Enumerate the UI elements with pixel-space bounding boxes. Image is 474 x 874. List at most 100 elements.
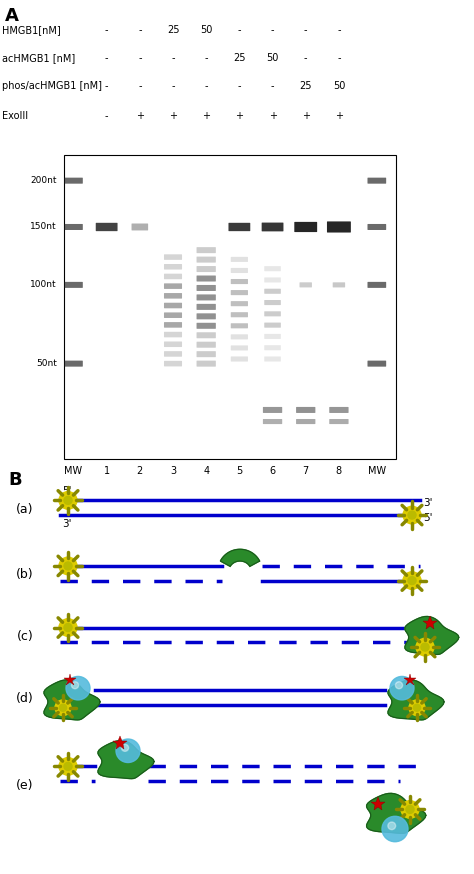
Text: -: - bbox=[138, 25, 142, 35]
Text: (a): (a) bbox=[16, 503, 34, 516]
Text: (b): (b) bbox=[16, 568, 34, 581]
Text: +: + bbox=[236, 111, 243, 121]
Text: 50: 50 bbox=[266, 53, 279, 63]
Circle shape bbox=[59, 758, 77, 775]
Text: MW: MW bbox=[64, 466, 82, 475]
FancyBboxPatch shape bbox=[64, 177, 83, 184]
FancyBboxPatch shape bbox=[264, 334, 281, 339]
Polygon shape bbox=[405, 616, 459, 655]
Text: -: - bbox=[171, 53, 175, 63]
Text: -: - bbox=[271, 80, 274, 91]
FancyBboxPatch shape bbox=[197, 323, 216, 329]
FancyBboxPatch shape bbox=[333, 282, 345, 288]
Text: -: - bbox=[105, 53, 109, 63]
FancyBboxPatch shape bbox=[231, 257, 248, 262]
Text: -: - bbox=[337, 53, 341, 63]
FancyBboxPatch shape bbox=[164, 323, 182, 328]
FancyBboxPatch shape bbox=[197, 314, 216, 319]
FancyBboxPatch shape bbox=[231, 357, 248, 362]
FancyBboxPatch shape bbox=[197, 257, 216, 262]
Circle shape bbox=[64, 623, 72, 632]
Text: 25: 25 bbox=[167, 25, 179, 35]
FancyBboxPatch shape bbox=[294, 222, 317, 232]
Circle shape bbox=[395, 682, 402, 689]
Circle shape bbox=[390, 676, 414, 700]
Text: 100nt: 100nt bbox=[30, 281, 57, 289]
Text: 50nt: 50nt bbox=[36, 359, 57, 368]
Circle shape bbox=[64, 562, 72, 570]
Text: 4: 4 bbox=[203, 466, 209, 475]
FancyBboxPatch shape bbox=[296, 419, 315, 424]
Text: -: - bbox=[304, 25, 308, 35]
Polygon shape bbox=[388, 680, 444, 720]
Text: +: + bbox=[335, 111, 343, 121]
Polygon shape bbox=[220, 549, 260, 566]
FancyBboxPatch shape bbox=[164, 351, 182, 357]
FancyBboxPatch shape bbox=[197, 332, 216, 338]
Text: (d): (d) bbox=[16, 692, 34, 705]
Text: 3: 3 bbox=[170, 466, 176, 475]
Text: 1: 1 bbox=[104, 466, 109, 475]
Text: 8: 8 bbox=[336, 466, 342, 475]
Text: 7: 7 bbox=[302, 466, 309, 475]
FancyBboxPatch shape bbox=[264, 357, 281, 362]
FancyBboxPatch shape bbox=[197, 342, 216, 348]
FancyBboxPatch shape bbox=[164, 361, 182, 366]
FancyBboxPatch shape bbox=[231, 290, 248, 295]
FancyBboxPatch shape bbox=[300, 282, 312, 288]
Text: -: - bbox=[138, 80, 142, 91]
FancyBboxPatch shape bbox=[164, 254, 182, 260]
Text: 5': 5' bbox=[423, 513, 432, 523]
Text: 5': 5' bbox=[62, 487, 72, 496]
Text: +: + bbox=[302, 111, 310, 121]
FancyBboxPatch shape bbox=[231, 345, 248, 350]
Text: +: + bbox=[169, 111, 177, 121]
Text: 3': 3' bbox=[62, 519, 72, 529]
FancyBboxPatch shape bbox=[231, 302, 248, 306]
Circle shape bbox=[403, 572, 421, 589]
Text: +: + bbox=[269, 111, 276, 121]
FancyBboxPatch shape bbox=[329, 407, 348, 413]
Text: A: A bbox=[5, 7, 18, 25]
FancyBboxPatch shape bbox=[197, 275, 216, 281]
FancyBboxPatch shape bbox=[264, 266, 281, 271]
FancyBboxPatch shape bbox=[197, 361, 216, 366]
FancyBboxPatch shape bbox=[264, 345, 281, 350]
FancyBboxPatch shape bbox=[231, 279, 248, 284]
Text: B: B bbox=[8, 471, 22, 489]
Circle shape bbox=[64, 762, 72, 770]
Circle shape bbox=[55, 700, 71, 716]
FancyBboxPatch shape bbox=[64, 361, 83, 366]
FancyBboxPatch shape bbox=[262, 223, 283, 232]
FancyBboxPatch shape bbox=[164, 293, 182, 299]
FancyBboxPatch shape bbox=[164, 264, 182, 269]
FancyBboxPatch shape bbox=[131, 224, 148, 231]
FancyBboxPatch shape bbox=[263, 407, 282, 413]
FancyBboxPatch shape bbox=[264, 323, 281, 328]
FancyBboxPatch shape bbox=[164, 332, 182, 337]
Polygon shape bbox=[98, 740, 154, 779]
FancyBboxPatch shape bbox=[197, 351, 216, 357]
Text: (c): (c) bbox=[17, 630, 33, 643]
Text: -: - bbox=[105, 111, 109, 121]
FancyBboxPatch shape bbox=[231, 335, 248, 339]
FancyBboxPatch shape bbox=[367, 282, 386, 288]
Text: 2: 2 bbox=[137, 466, 143, 475]
FancyBboxPatch shape bbox=[197, 266, 216, 272]
Circle shape bbox=[59, 557, 77, 575]
FancyBboxPatch shape bbox=[367, 177, 386, 184]
FancyBboxPatch shape bbox=[231, 312, 248, 317]
Text: 6: 6 bbox=[270, 466, 275, 475]
Circle shape bbox=[408, 577, 416, 585]
Circle shape bbox=[408, 511, 416, 519]
Circle shape bbox=[59, 704, 67, 711]
Text: MW: MW bbox=[368, 466, 386, 475]
FancyBboxPatch shape bbox=[164, 342, 182, 347]
Text: -: - bbox=[105, 25, 109, 35]
FancyBboxPatch shape bbox=[296, 407, 315, 413]
Circle shape bbox=[64, 496, 72, 504]
FancyBboxPatch shape bbox=[264, 277, 281, 282]
FancyBboxPatch shape bbox=[96, 223, 118, 231]
Text: -: - bbox=[237, 25, 241, 35]
Text: 150nt: 150nt bbox=[30, 223, 57, 232]
